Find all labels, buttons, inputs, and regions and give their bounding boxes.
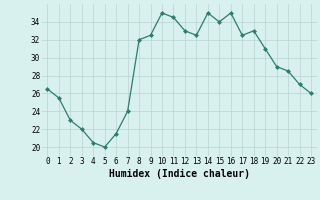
X-axis label: Humidex (Indice chaleur): Humidex (Indice chaleur) (109, 169, 250, 179)
